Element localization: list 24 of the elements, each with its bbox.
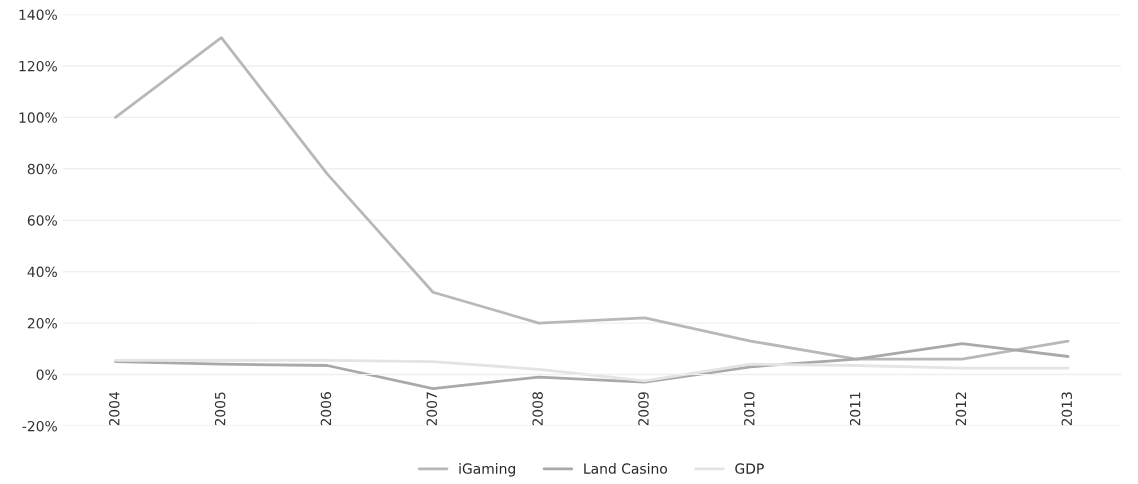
x-tick-label: 2011 — [849, 392, 861, 426]
line-series — [114, 36, 1070, 361]
x-tick-label: 2004 — [109, 391, 120, 426]
y-tick-label: 140% — [19, 9, 57, 20]
line-series — [114, 342, 1070, 391]
x-tick-label: 2006 — [320, 392, 332, 426]
x-tick-label: 2009 — [638, 392, 649, 426]
y-tick-label: 100% — [19, 112, 57, 123]
y-tick-label: 60% — [27, 215, 57, 226]
x-tick-label: 2010 — [744, 392, 755, 426]
legend-label: Land Casino — [584, 463, 668, 474]
x-tick-label: 2012 — [955, 392, 967, 426]
x-tick-label: 2005 — [214, 392, 226, 426]
x-tick-label: 2013 — [1061, 392, 1073, 426]
y-tick-label: 40% — [27, 266, 57, 278]
x-tick-label: 2008 — [532, 392, 543, 426]
legend-label: GDP — [735, 463, 764, 474]
y-tick-label: 120% — [19, 60, 57, 72]
y-tick-label: 80% — [27, 163, 57, 175]
y-tick-label: 20% — [27, 318, 57, 329]
x-tick-label: 2007 — [426, 392, 438, 426]
legend-label: iGaming — [459, 463, 515, 477]
y-tick-label: -20% — [22, 420, 57, 432]
y-tick-label: 0% — [36, 369, 57, 380]
